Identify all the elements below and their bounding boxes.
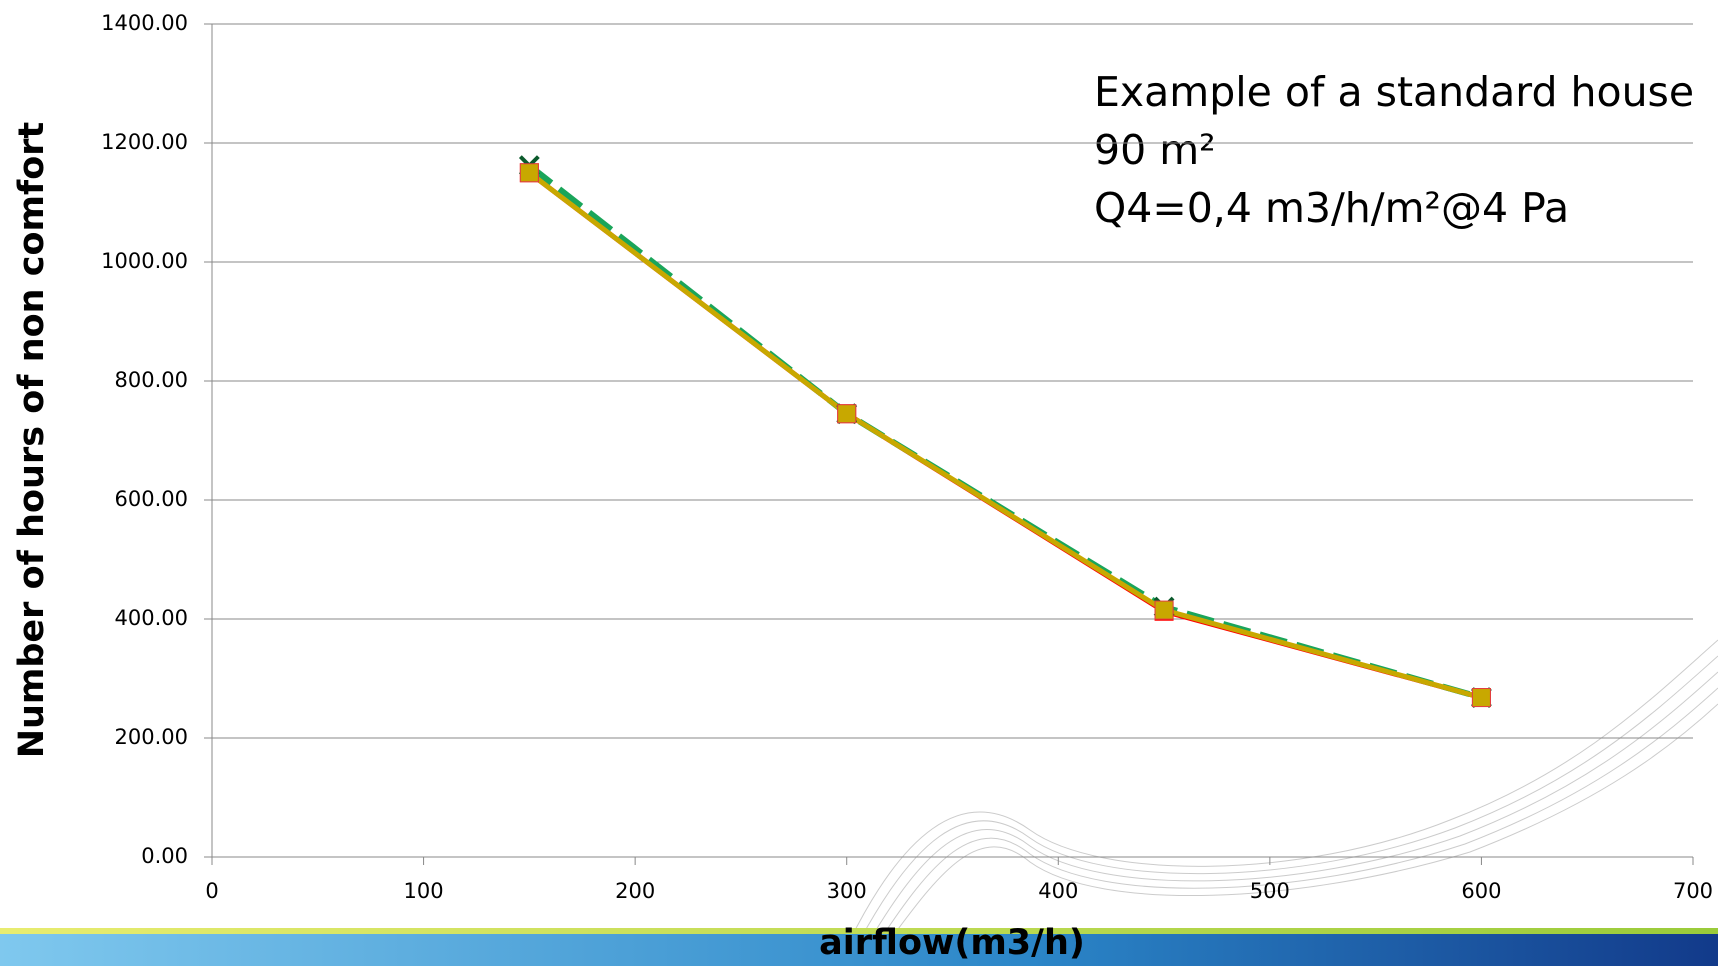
x-tick-label: 400	[1038, 879, 1078, 903]
footer-band	[0, 934, 1718, 966]
y-tick-label: 1000.00	[101, 249, 188, 273]
decoration	[849, 639, 1718, 941]
footer-stripe	[0, 928, 1718, 934]
y-axis-title: Number of hours of non comfort	[12, 122, 52, 759]
marker	[519, 163, 539, 183]
x-tick-label: 200	[615, 879, 655, 903]
y-tick-label: 1400.00	[101, 11, 188, 35]
marker	[1154, 600, 1174, 620]
marker	[837, 404, 857, 424]
series-line	[527, 170, 1483, 700]
x-tick-label: 500	[1250, 879, 1290, 903]
series-line	[527, 163, 1483, 701]
y-tick-label: 200.00	[115, 725, 188, 749]
y-tick-label: 400.00	[115, 606, 188, 630]
marker	[1471, 688, 1491, 708]
y-tick-label: 600.00	[115, 487, 188, 511]
x-tick-label: 100	[404, 879, 444, 903]
x-axis-title: airflow(m3/h)	[819, 923, 1085, 963]
annotation: Q4=0,4 m3/h/m²@4 Pa	[1094, 184, 1569, 232]
y-tick-label: 1200.00	[101, 130, 188, 154]
x-tick-label: 600	[1461, 879, 1501, 903]
x-tick-label: 0	[205, 879, 218, 903]
y-tick-label: 800.00	[115, 368, 188, 392]
annotation: Example of a standard house	[1094, 68, 1694, 116]
annotation: 90 m²	[1094, 126, 1216, 174]
x-tick-label: 700	[1673, 879, 1713, 903]
y-tick-label: 0.00	[141, 844, 188, 868]
x-tick-label: 300	[827, 879, 867, 903]
